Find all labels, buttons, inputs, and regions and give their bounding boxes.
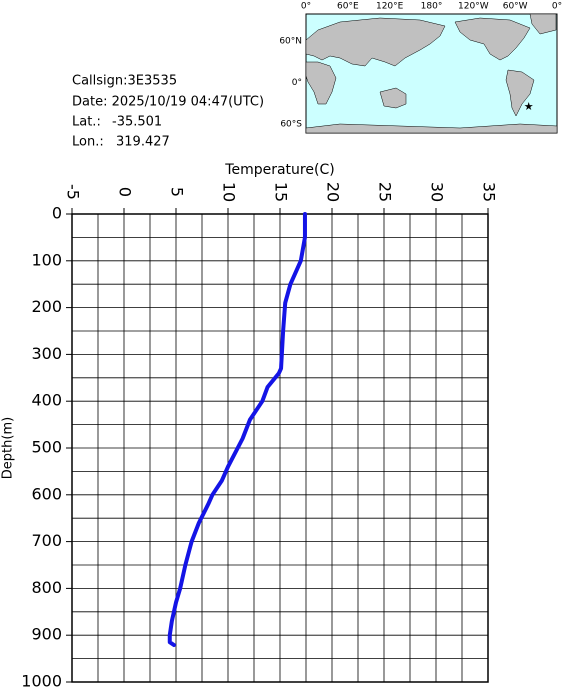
- map-x-tick-label: 120°E: [376, 2, 404, 12]
- lon-label: Lon.:: [72, 135, 104, 150]
- x-tick-label: 10: [220, 182, 239, 202]
- y-tick-label: 100: [31, 250, 62, 269]
- land: [305, 13, 558, 134]
- x-tick-label: 20: [324, 182, 343, 202]
- y-tick-label: 500: [31, 438, 62, 457]
- x-tick-label: 25: [376, 182, 395, 202]
- x-tick-label: 30: [428, 182, 447, 202]
- x-axis-title: Temperature(C): [224, 162, 334, 178]
- lat-value: -35.501: [112, 115, 162, 130]
- y-tick-label: 400: [31, 391, 62, 410]
- map: ★: [305, 13, 558, 134]
- map-x-tick-label: 0°: [552, 2, 562, 12]
- map-x-tick-label: 180°: [421, 2, 443, 12]
- date: Date: 2025/10/19 04:47(UTC): [72, 95, 264, 110]
- plot-frame: [71, 213, 489, 683]
- map-y-tick-label: 0°: [292, 78, 302, 88]
- map-x-tick-label: 0°: [301, 2, 311, 12]
- map-x-tick-label: 60°W: [503, 2, 528, 12]
- profile-line: [167, 212, 307, 648]
- x-tick-label: 35: [480, 182, 499, 202]
- map-y-tick-label: 60°S: [280, 120, 302, 130]
- map-x-tick-label: 120°W: [458, 2, 489, 12]
- y-tick-label: 300: [31, 344, 62, 363]
- y-tick-label: 900: [31, 625, 62, 644]
- x-tick-label: 15: [272, 182, 291, 202]
- x-tick-label: -5: [64, 184, 83, 200]
- info: Callsign:3E3535 Date: 2025/10/19 04:47(U…: [72, 74, 264, 150]
- y-tick-label: 0: [52, 204, 62, 223]
- y-axis-title: Depth(m): [1, 417, 16, 479]
- y-tick-label: 200: [31, 297, 62, 316]
- y-tick-label: 800: [31, 578, 62, 597]
- y-tick-label: 700: [31, 531, 62, 550]
- location-marker: ★: [524, 100, 534, 113]
- x-tick-label: 0: [116, 187, 135, 197]
- callsign: Callsign:3E3535: [72, 74, 177, 89]
- map-y-tick-label: 60°N: [279, 37, 302, 47]
- lat-label: Lat.:: [72, 115, 101, 130]
- lon-value: 319.427: [116, 135, 170, 150]
- y-tick-label: 1000: [21, 672, 62, 691]
- map-x-tick-label: 60°E: [337, 2, 359, 12]
- y-tick-label: 600: [31, 484, 62, 503]
- x-tick-label: 5: [168, 187, 187, 197]
